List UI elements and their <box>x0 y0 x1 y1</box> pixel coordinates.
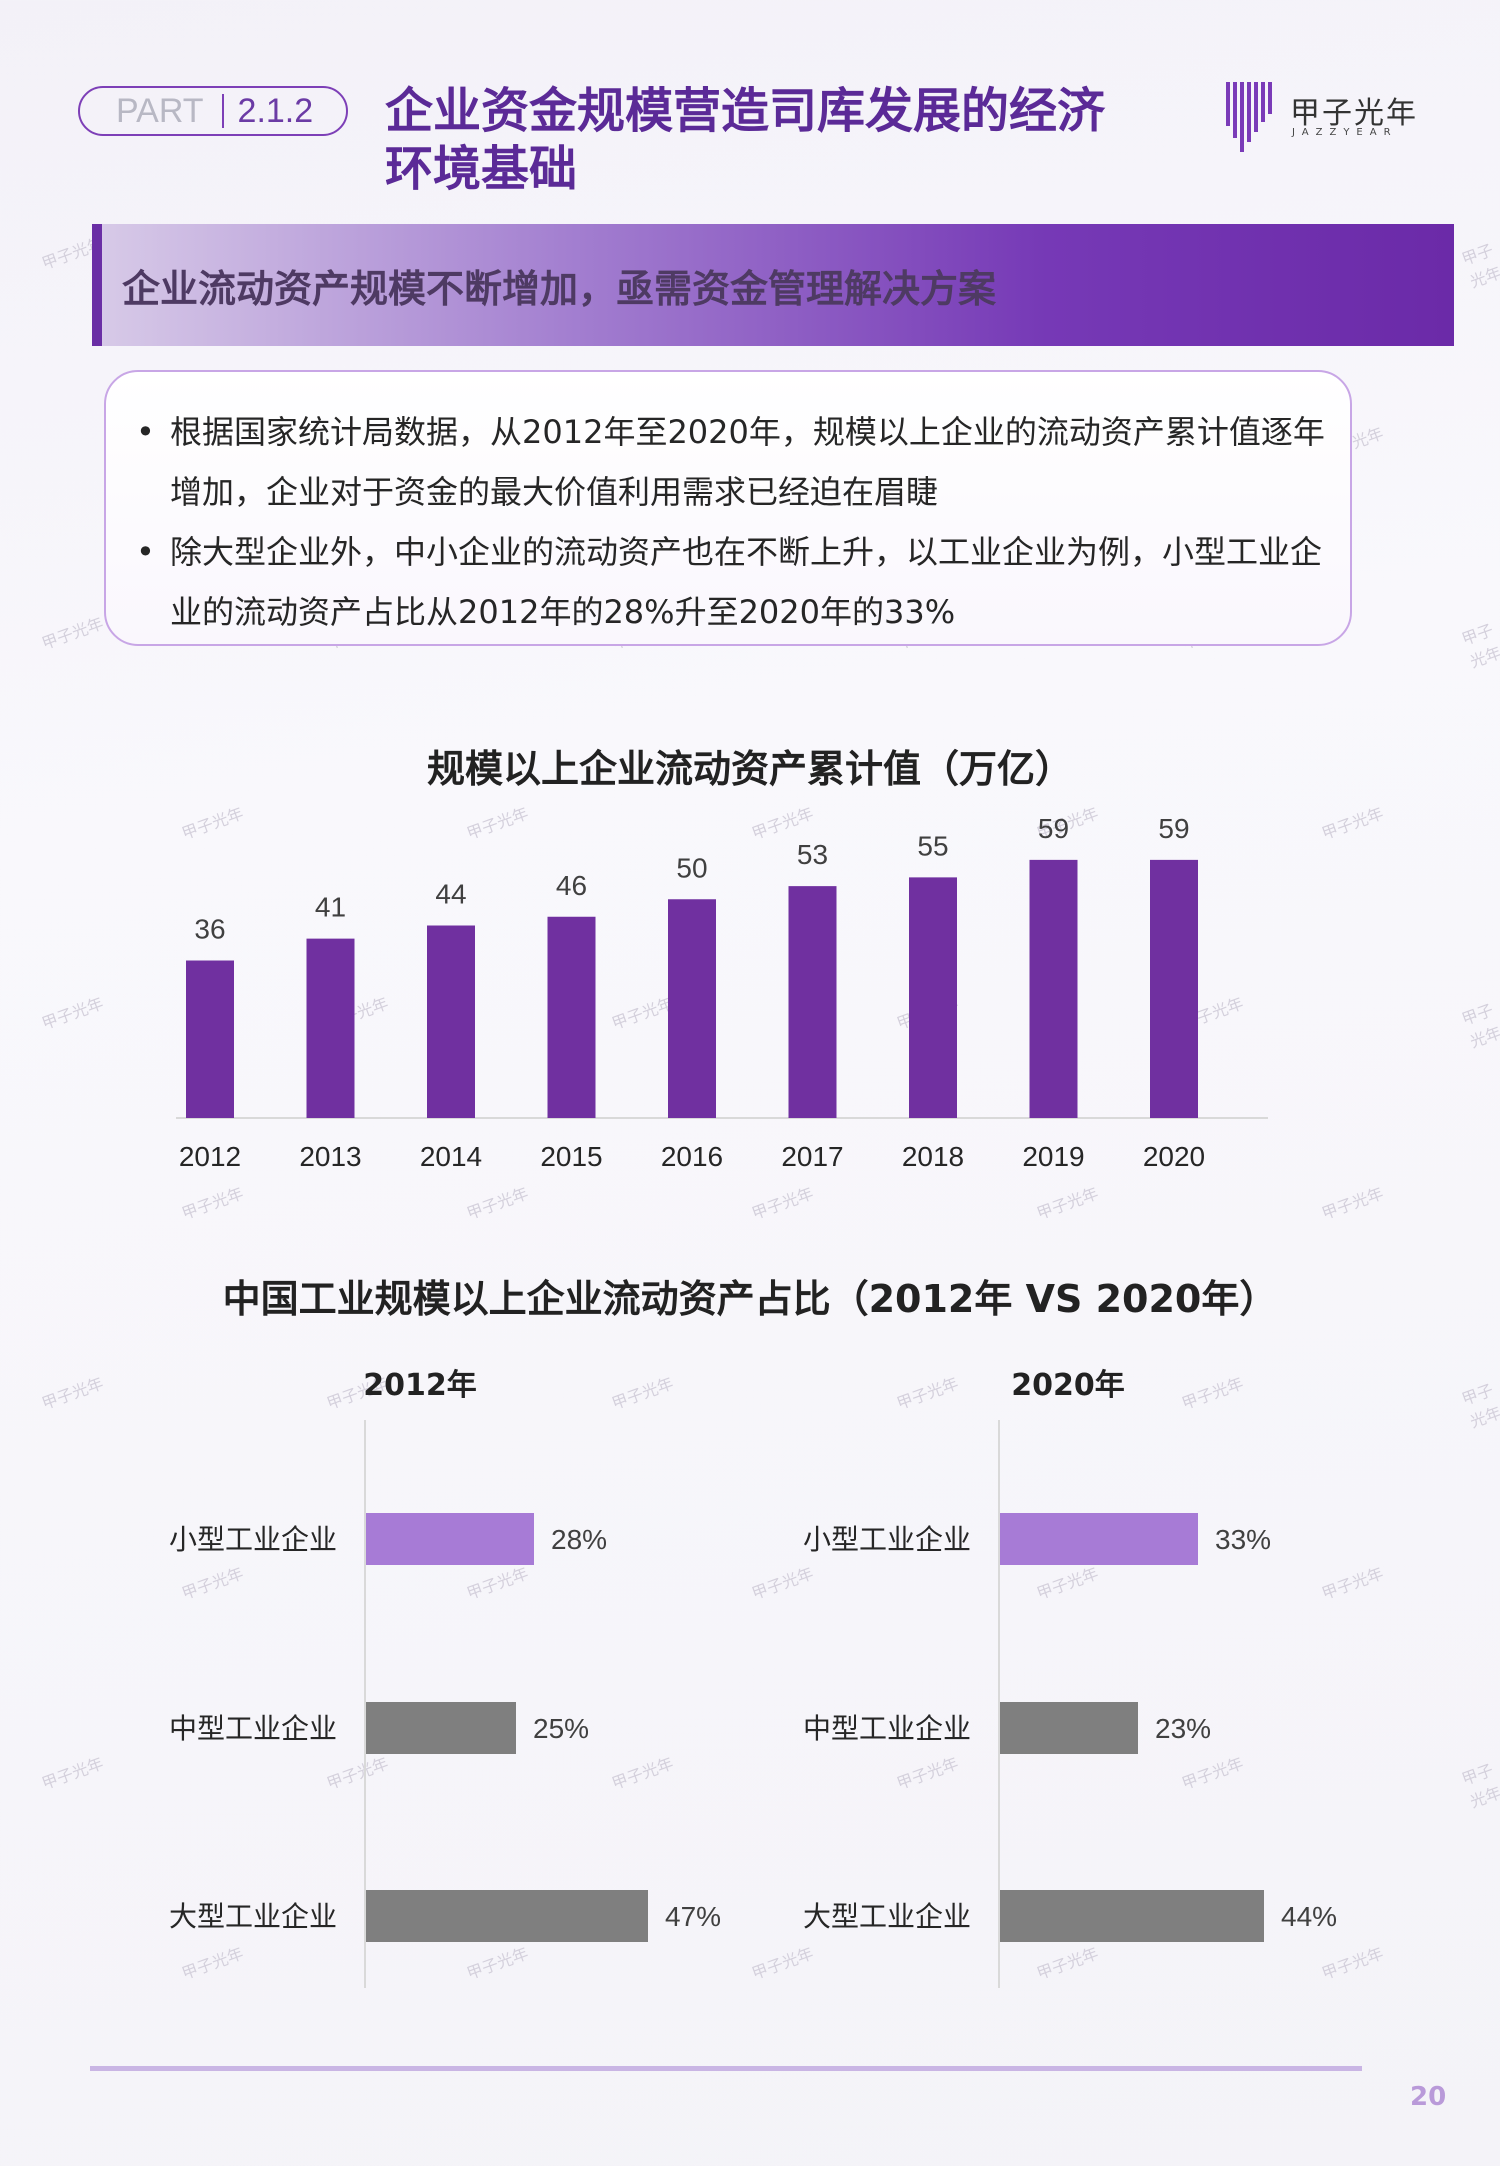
x-tick-label: 2013 <box>299 1141 361 1172</box>
x-tick-label: 2019 <box>1022 1141 1084 1172</box>
category-label: 大型工业企业 <box>803 1900 971 1933</box>
section-banner-text: 企业流动资产规模不断增加，亟需资金管理解决方案 <box>122 266 997 311</box>
bullet-dot: • <box>136 533 155 571</box>
watermark-text: 甲子光年 <box>1319 1183 1386 1224</box>
bar-2012年-2 <box>366 1890 648 1942</box>
watermark-text: 甲子光年 <box>609 1373 676 1414</box>
data-label: 25% <box>533 1713 589 1744</box>
panel-title-2012: 2012年 <box>363 1368 477 1403</box>
bar-2020年-0 <box>1000 1513 1198 1565</box>
summary-bullet-text: 除大型企业外，中小企业的流动资产也在不断上升，以工业企业为例，小型工业企业的流动… <box>170 533 1323 631</box>
bar-2012年-0 <box>366 1513 534 1565</box>
x-tick-label: 2014 <box>420 1141 482 1172</box>
page-title-line2: 环境基础 <box>385 141 578 197</box>
data-label-2019: 59 <box>1038 813 1069 844</box>
data-label: 47% <box>665 1901 721 1932</box>
current-assets-bar-chart: 36 2012 41 2013 44 2014 46 2015 50 2016 53 2017 55 20… <box>176 813 1268 1172</box>
watermark-text: 甲子光年 <box>39 993 106 1034</box>
data-label-2018: 55 <box>917 830 948 861</box>
bar-2020年-1 <box>1000 1702 1138 1754</box>
x-tick-label: 2018 <box>902 1141 964 1172</box>
data-label-2013: 41 <box>315 892 346 923</box>
data-label: 23% <box>1155 1713 1211 1744</box>
data-label: 28% <box>551 1524 607 1555</box>
category-label: 小型工业企业 <box>803 1523 971 1556</box>
data-label: 44% <box>1281 1901 1337 1932</box>
logo-subtext: JAZZYEAR <box>1292 127 1398 138</box>
bar-2012 <box>186 960 234 1118</box>
data-label-2017: 53 <box>797 839 828 870</box>
bar-2020 <box>1150 859 1198 1118</box>
category-label: 小型工业企业 <box>169 1523 337 1556</box>
page-number: 20 <box>1410 2082 1447 2112</box>
watermark-text: 甲子光年 <box>1459 1000 1500 1052</box>
data-label-2012: 36 <box>194 914 225 945</box>
jazzyear-logo-icon <box>1226 82 1272 152</box>
watermark-text: 甲子光年 <box>1319 803 1386 844</box>
page-title: 企业资金规模营造司库发展的经济 环境基础 <box>385 82 1165 198</box>
page-title-line1: 企业资金规模营造司库发展的经济 <box>385 83 1106 139</box>
summary-box: • 根据国家统计局数据，从2012年至2020年，规模以上企业的流动资产累计值逐… <box>104 370 1352 646</box>
summary-bullet-text: 根据国家统计局数据，从2012年至2020年，规模以上企业的流动资产累计值逐年增… <box>170 413 1325 511</box>
watermark-text: 甲子光年 <box>1179 1373 1246 1414</box>
panel-title-2020: 2020年 <box>1011 1368 1125 1403</box>
x-tick-label: 2016 <box>661 1141 723 1172</box>
bar-2020年-2 <box>1000 1890 1264 1942</box>
part-badge: PART 2.1.2 <box>78 86 348 136</box>
data-label-2014: 44 <box>435 879 466 910</box>
data-label-2020: 59 <box>1158 813 1189 844</box>
watermark-text: 甲子光年 <box>1459 620 1500 672</box>
category-label: 中型工业企业 <box>169 1712 337 1745</box>
chart-title: 中国工业规模以上企业流动资产占比（2012年 VS 2020年） <box>222 1277 1278 1321</box>
logo-text: 甲子光年 <box>1290 96 1418 131</box>
bar-2015 <box>547 916 596 1118</box>
watermark-text: 甲子光年 <box>39 613 106 654</box>
part-separator <box>221 94 224 128</box>
data-label-2015: 46 <box>556 870 587 901</box>
section-banner: 企业流动资产规模不断增加，亟需资金管理解决方案 <box>92 224 1454 346</box>
x-tick-label: 2015 <box>540 1141 602 1172</box>
bar-2016 <box>668 899 716 1118</box>
x-tick-label: 2017 <box>781 1141 843 1172</box>
category-label: 大型工业企业 <box>169 1900 337 1933</box>
footer-divider <box>90 2066 1362 2071</box>
bar-2017 <box>788 886 837 1118</box>
summary-bullet: • 除大型企业外，中小企业的流动资产也在不断上升，以工业企业为例，小型工业企业的… <box>136 522 1326 642</box>
bar-2018 <box>909 877 957 1118</box>
watermark-text: 甲子光年 <box>894 1373 961 1414</box>
x-tick-label: 2012 <box>179 1141 241 1172</box>
part-label: PART <box>116 91 204 130</box>
bar-2014 <box>427 925 475 1118</box>
data-label-2016: 50 <box>676 852 707 883</box>
category-label: 中型工业企业 <box>803 1712 971 1745</box>
bar-2012年-1 <box>366 1702 516 1754</box>
chart-title: 规模以上企业流动资产累计值（万亿） <box>426 747 1073 791</box>
bullet-dot: • <box>136 413 155 451</box>
data-label: 33% <box>1215 1524 1271 1555</box>
watermark-text: 甲子光年 <box>1459 240 1500 292</box>
bar-2013 <box>306 938 355 1118</box>
section-banner-edge <box>92 224 102 346</box>
summary-bullet: • 根据国家统计局数据，从2012年至2020年，规模以上企业的流动资产累计值逐… <box>136 402 1326 522</box>
asset-share-bar-chart: 小型工业企业 28% 中型工业企业 25% 大型工业企业 47% 小型工业企业 33% 中型工业… <box>169 1420 1337 1988</box>
watermark-text: 甲子光年 <box>39 1373 106 1414</box>
bar-2019 <box>1029 859 1078 1118</box>
part-number: 2.1.2 <box>237 91 314 130</box>
x-tick-label: 2020 <box>1143 1141 1205 1172</box>
